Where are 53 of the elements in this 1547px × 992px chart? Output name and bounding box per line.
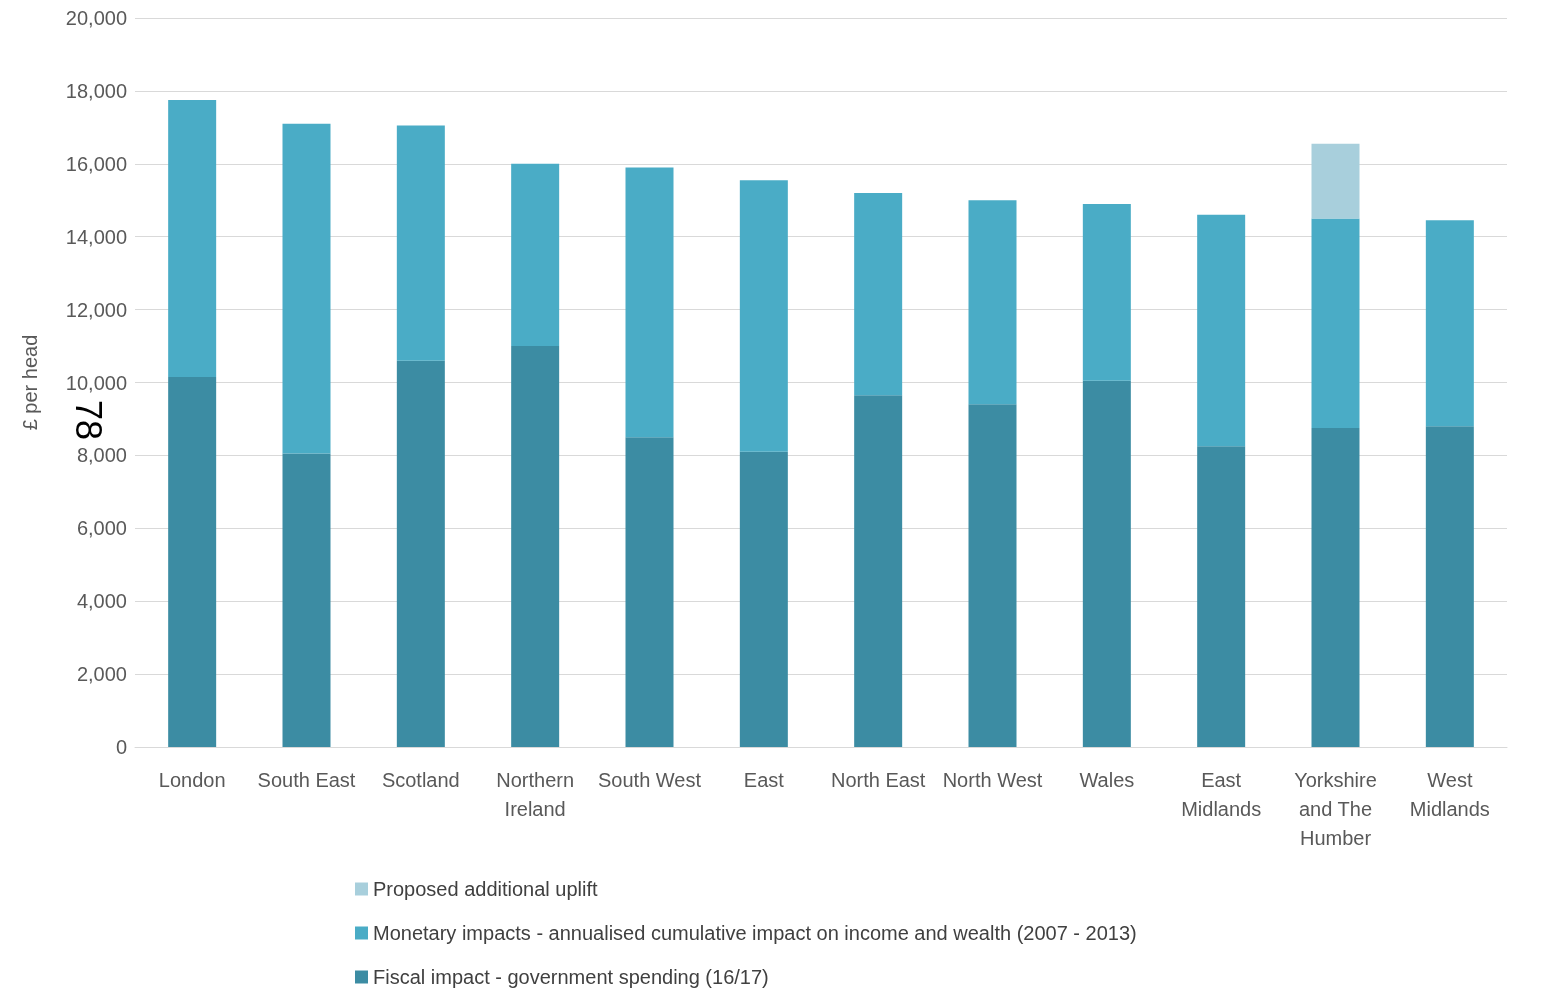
bar (1197, 214, 1246, 447)
x-tick-label: Scotland (381, 768, 460, 791)
x-tick-label: East (743, 768, 785, 791)
legend-label: Monetary impacts - annualised cumulative impact on income and wealth (2007 - 2013) (373, 922, 1137, 944)
legend-label: Fiscal impact - government spending (16/17) (373, 966, 769, 988)
bar (968, 404, 1017, 747)
x-tick-label: South East (257, 768, 356, 791)
bar (282, 453, 331, 747)
bar (396, 360, 445, 747)
y-tick-label: 16,000 (65, 152, 127, 175)
y-tick-label: 10,000 (65, 371, 127, 394)
bar (1311, 218, 1360, 429)
y-tick-label: 4,000 (76, 590, 127, 613)
y-tick-label: 20,000 (65, 7, 127, 29)
y-tick-label: 0 (115, 736, 127, 758)
bar (1311, 428, 1360, 747)
y-tick-label: 2,000 (76, 663, 127, 686)
x-tick-label: West Midlands (1409, 768, 1490, 820)
x-tick-label: North West (942, 768, 1043, 791)
bar (511, 346, 560, 747)
y-tick-label: 8,000 (76, 444, 127, 467)
bar (282, 123, 331, 454)
y-tick-label: 18,000 (65, 79, 127, 102)
bar (739, 451, 788, 747)
y-tick-label: 12,000 (65, 298, 127, 321)
x-tick-label: Wales (1079, 768, 1135, 791)
bar (625, 167, 674, 438)
y-tick-label: 6,000 (76, 517, 127, 540)
bar (1197, 446, 1246, 747)
bar (396, 125, 445, 361)
bar (625, 437, 674, 747)
y-tick-label: 14,000 (65, 225, 127, 248)
bar (854, 395, 903, 747)
bar (968, 200, 1017, 405)
bar (168, 377, 217, 747)
bar (1082, 380, 1131, 747)
bar (854, 192, 903, 396)
bar (1425, 220, 1474, 427)
bar (1082, 203, 1131, 381)
x-tick-label: North East (830, 768, 926, 791)
bar (1425, 426, 1474, 747)
bar (511, 163, 560, 347)
legend-label: Proposed additional uplift (373, 878, 599, 900)
x-tick-label: South West (597, 768, 702, 791)
text: 78 (67, 400, 109, 441)
y-axis-title: £ per head (19, 334, 41, 431)
x-tick-label: London (158, 768, 226, 791)
bar (739, 180, 788, 452)
x-tick-label: East Midlands (1181, 768, 1262, 820)
x-tick-label: Northern Ireland (496, 768, 575, 820)
x-tick-label: Yorkshire and The Humber (1294, 768, 1377, 849)
bar (168, 100, 217, 378)
bar (1311, 143, 1360, 219)
